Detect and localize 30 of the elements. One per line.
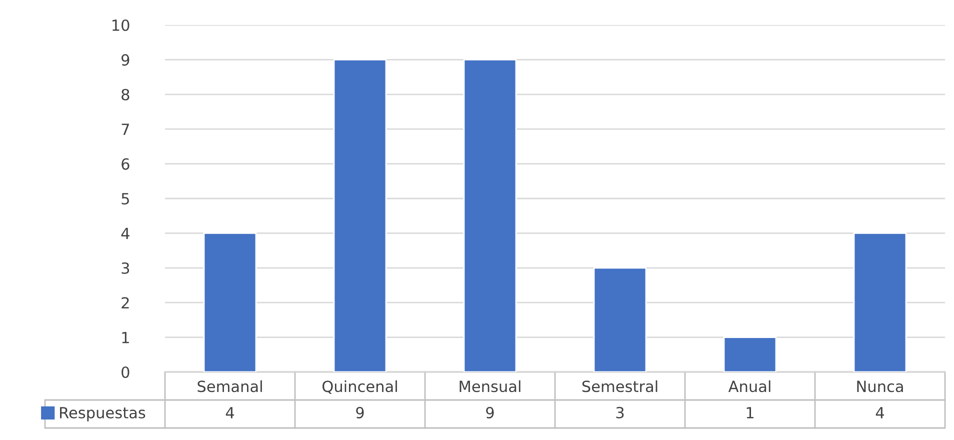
bar [463, 59, 517, 372]
y-tick-label: 6 [122, 158, 130, 170]
y-tick-label: 0 [122, 366, 130, 378]
y-tick-label: 3 [122, 262, 130, 274]
x-tick-label: Semestral [582, 380, 658, 392]
bar [333, 59, 387, 372]
y-tick-label: 8 [122, 88, 130, 100]
x-tick-label: Semanal [198, 380, 262, 392]
data-label: 4 [876, 407, 884, 418]
bar [723, 336, 777, 372]
legend-label: Respuestas [60, 407, 146, 422]
y-tick-label: 5 [122, 193, 129, 205]
y-tick-label: 7 [122, 124, 129, 135]
x-tick-label: Nunca [857, 380, 903, 392]
data-label: 4 [226, 407, 234, 418]
y-tick-label: 1 [122, 332, 129, 344]
y-tick-label: 2 [122, 297, 129, 308]
y-tick-label: 4 [121, 228, 130, 240]
data-label: 3 [616, 406, 624, 418]
x-tick-label: Quincenal [322, 380, 397, 394]
y-tick-label: 10 [112, 19, 130, 32]
bar [593, 267, 647, 372]
y-tick-label: 9 [122, 54, 130, 66]
bar [853, 232, 907, 372]
data-label: 9 [356, 406, 364, 418]
data-label: 9 [486, 406, 494, 418]
data-label: 1 [746, 407, 754, 418]
x-tick-label: Anual [728, 380, 770, 392]
x-tick-label: Mensual [460, 380, 520, 392]
bar [203, 232, 257, 372]
